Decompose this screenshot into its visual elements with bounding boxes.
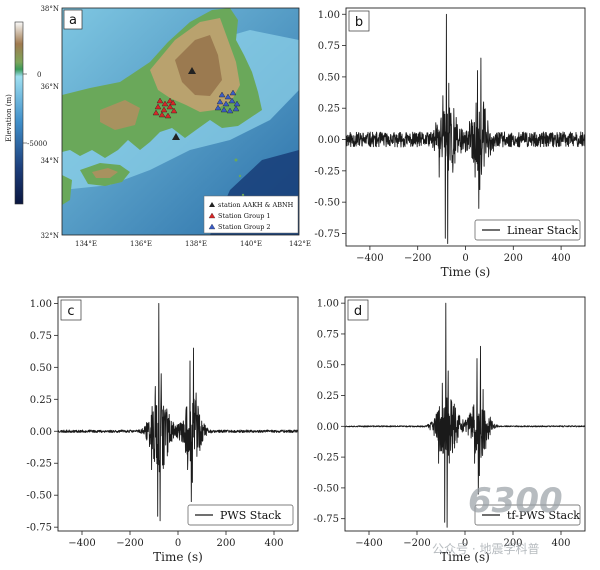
x-tick-label: 0 <box>175 538 181 549</box>
x-tick-label: 0 <box>462 253 468 264</box>
svg-text:b: b <box>355 15 363 30</box>
panel-tag-d: d <box>347 299 369 321</box>
map-panel: 0 -5000 Elevation (m) <box>5 5 311 248</box>
x-axis-label: Time (s) <box>441 265 491 279</box>
legend-station-aakh-abnh: station AAKH & ABNH <box>218 201 294 209</box>
x-tick-label: −200 <box>403 538 430 549</box>
y-tick-label: -0.50 <box>313 483 339 494</box>
y-tick-label: 0.00 <box>317 422 339 433</box>
plot-frame <box>344 296 586 532</box>
y-tick-label: -0.50 <box>314 198 340 209</box>
x-axis-label: Time (s) <box>153 550 203 564</box>
x-tick-label: 200 <box>504 253 523 264</box>
legend-station-group-2: Station Group 2 <box>218 223 271 231</box>
svg-text:c: c <box>67 304 74 319</box>
map-legend: station AAKH & ABNH Station Group 1 Stat… <box>203 195 299 234</box>
y-tick-label: 0.00 <box>318 135 340 146</box>
colorbar-tick-minus5000: -5000 <box>27 140 47 148</box>
legend-label: Linear Stack <box>507 224 578 237</box>
lat-tick-34: 34°N <box>40 157 59 165</box>
y-tick-label: -0.25 <box>314 166 340 177</box>
lon-tick-134: 134°E <box>75 240 97 248</box>
y-tick-label: 0.25 <box>317 391 339 402</box>
x-tick-label: 200 <box>503 538 522 549</box>
x-tick-label: −200 <box>116 538 143 549</box>
y-tick-label: 0.50 <box>317 360 339 371</box>
y-tick-label: -0.25 <box>26 459 52 470</box>
elevation-colorbar: 0 -5000 Elevation (m) <box>5 21 47 205</box>
y-tick-label: 0.00 <box>30 427 52 438</box>
lat-tick-36: 36°N <box>40 83 59 91</box>
x-tick-label: −400 <box>68 538 95 549</box>
x-tick-label: 400 <box>551 538 570 549</box>
x-tick-label: −200 <box>404 253 431 264</box>
waveform-legend: Linear Stack <box>474 219 581 241</box>
station-group-1 <box>152 97 178 119</box>
panel-tag-b: b <box>348 10 370 32</box>
y-tick-label: 0.75 <box>317 329 339 340</box>
x-tick-label: −400 <box>355 538 382 549</box>
y-tick-label: 1.00 <box>317 299 339 310</box>
legend-station-group-1: Station Group 1 <box>218 212 271 220</box>
waveform-panel-c: -0.75 -0.50 -0.25 0.00 0.25 0.50 0.75 1.00 −400 −… <box>26 296 299 564</box>
stack-waveform-line <box>346 13 585 244</box>
y-tick-label: 1.00 <box>30 299 52 310</box>
x-tick-label: 400 <box>552 253 571 264</box>
y-tick-label: -0.75 <box>26 523 52 534</box>
y-tick-label: 0.25 <box>318 104 340 115</box>
y-tick-label: 0.50 <box>318 72 340 83</box>
y-tick-label: 0.25 <box>30 395 52 406</box>
panel-tag-c: c <box>60 299 82 321</box>
waveform-legend: PWS Stack <box>187 504 294 526</box>
waveform-panel-b: -0.75 -0.50 -0.25 0.00 0.25 0.50 0.75 1.00 −400 −… <box>314 7 586 279</box>
x-axis-label: Time (s) <box>440 550 490 564</box>
plot-frame <box>345 7 586 247</box>
watermark: 6300 公众号 · 地震学科普 <box>432 481 563 556</box>
lon-tick-136: 136°E <box>130 240 152 248</box>
y-tick-label: -0.50 <box>26 491 52 502</box>
lat-tick-38: 38°N <box>40 5 59 13</box>
y-tick-label: 1.00 <box>318 10 340 21</box>
stack-waveform-line <box>58 302 298 522</box>
svg-text:d: d <box>354 304 362 319</box>
legend-label: PWS Stack <box>220 509 281 522</box>
legend-label: tf-PWS Stack <box>507 509 580 522</box>
waveform-panel-d: -0.75 -0.50 -0.25 0.00 0.25 0.50 0.75 1.00 −400 −… <box>313 296 586 564</box>
y-tick-label: 0.75 <box>30 331 52 342</box>
y-tick-label: 0.50 <box>30 363 52 374</box>
map-area <box>62 8 299 235</box>
station-group-2 <box>214 89 241 114</box>
lon-tick-138: 138°E <box>185 240 207 248</box>
svg-text:a: a <box>69 13 77 28</box>
y-tick-label: 0.75 <box>318 41 340 52</box>
colorbar-tick-0: 0 <box>37 71 41 79</box>
y-tick-label: -0.75 <box>314 229 340 240</box>
panel-tag-a: a <box>63 9 83 30</box>
colorbar-title: Elevation (m) <box>5 94 13 142</box>
lon-tick-142: 142°E <box>289 240 311 248</box>
watermark-caption: 公众号 · 地震学科普 <box>432 541 539 556</box>
x-tick-label: 400 <box>264 538 283 549</box>
y-tick-label: -0.25 <box>313 453 339 464</box>
y-tick-label: -0.75 <box>313 514 339 525</box>
x-tick-label: −400 <box>356 253 383 264</box>
x-tick-label: 200 <box>216 538 235 549</box>
lon-tick-140: 140°E <box>240 240 262 248</box>
station-aakh-abnh <box>172 67 196 140</box>
lat-tick-32: 32°N <box>40 232 59 240</box>
x-tick-label: 0 <box>462 538 468 549</box>
plot-frame <box>57 296 299 532</box>
watermark-logo: 6300 <box>468 481 563 521</box>
waveform-legend: tf-PWS Stack <box>474 504 581 526</box>
stack-waveform-line <box>345 302 585 528</box>
